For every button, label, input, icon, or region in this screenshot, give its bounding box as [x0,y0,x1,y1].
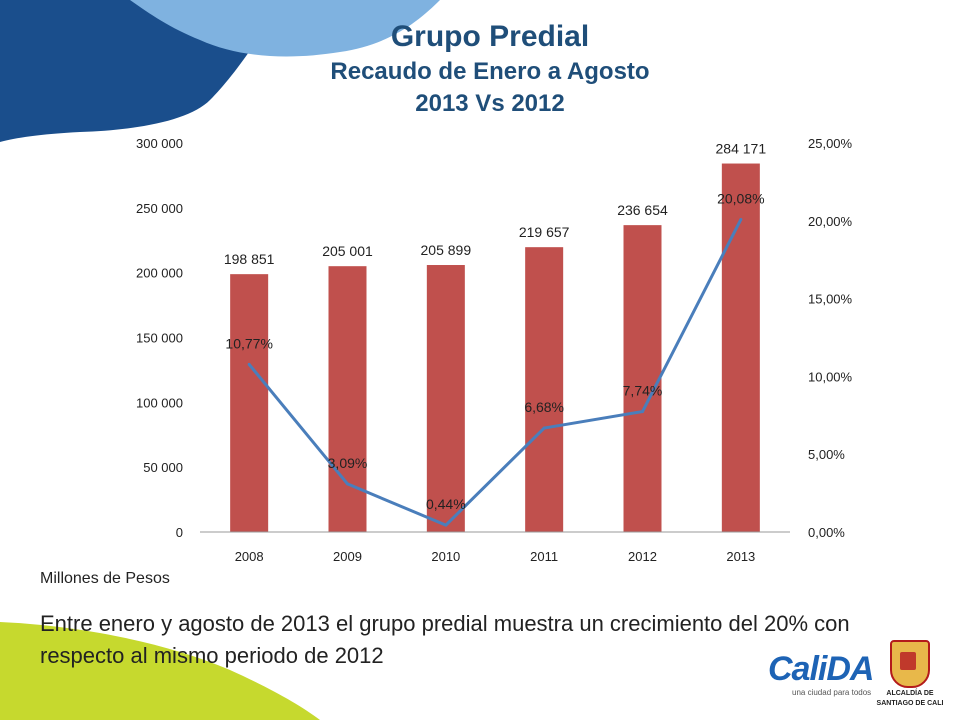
growth-point [641,410,644,414]
growth-line [248,218,743,527]
growth-point [739,218,743,222]
alcaldia-line1: ALCALDÍA DE [886,690,934,697]
bar [328,266,367,532]
calida-tagline: una ciudad para todos [792,688,872,697]
bar [230,274,269,532]
chart-comparison: 2013 Vs 2012 [415,90,565,117]
y-right-tick-label: 10,00% [808,369,853,384]
y-right-tick-label: 15,00% [808,292,853,307]
y-right-tick-label: 25,00% [808,136,853,151]
growth-value-label: 20,08% [717,191,764,207]
bar [426,265,465,532]
growth-point [346,482,349,486]
y-left-tick-label: 300 000 [136,136,183,151]
bar-value-label: 198 851 [224,251,275,267]
x-tick-label: 2011 [530,549,558,564]
bar-value-label: 205 001 [322,243,373,259]
y-left-tick-label: 250 000 [136,201,183,216]
bar [721,163,760,532]
y-right-tick-label: 5,00% [808,447,845,462]
y-right-tick-label: 20,00% [808,214,853,229]
bar-value-label: 205 899 [421,242,472,258]
y-left-tick-label: 150 000 [136,331,183,346]
summary-text: Entre enero y agosto de 2013 el grupo pr… [40,611,850,668]
bar-value-label: 284 171 [716,141,767,157]
x-tick-label: 2008 [235,549,264,564]
chart-subtitle: Recaudo de Enero a Agosto [330,58,650,85]
bar-value-label: 219 657 [519,224,570,240]
growth-point [247,362,251,366]
growth-point [444,523,448,527]
growth-value-label: 3,09% [328,455,368,471]
unit-note: Millones de Pesos [40,570,170,587]
growth-value-label: 6,68% [524,399,564,415]
x-tick-label: 2012 [628,549,657,564]
chart-title: Grupo Predial [390,20,590,53]
alcaldia-logo: ALCALDÍA DE SANTIAGO DE CALI [870,640,950,716]
bar-value-label: 236 654 [617,202,668,218]
calida-wordmark: CaliDA [768,650,874,688]
x-tick-label: 2013 [726,549,755,564]
growth-value-label: 10,77% [225,335,272,351]
y-left-tick-label: 0 [176,525,183,540]
growth-point [542,426,546,430]
growth-value-label: 7,74% [623,383,663,399]
y-right-tick-label: 0,00% [808,525,845,540]
y-left-tick-label: 50 000 [143,460,183,475]
x-tick-label: 2010 [431,549,460,564]
alcaldia-line2: SANTIAGO DE CALI [876,700,944,707]
bar [623,225,662,532]
chart-area: 0 50 000 100 000 150 000 200 000 250 000 300 0… [136,136,853,564]
bar [525,247,564,532]
y-left-tick-label: 200 000 [136,266,183,281]
growth-value-label: 0,44% [426,496,466,512]
x-tick-label: 2009 [333,549,362,564]
calida-logo: CaliDA una ciudad para todos [768,650,908,700]
y-left-tick-label: 100 000 [136,395,183,410]
title-block: Grupo Predial Recaudo de Enero a Agosto … [240,18,740,120]
alcaldia-seal-icon [890,640,930,688]
